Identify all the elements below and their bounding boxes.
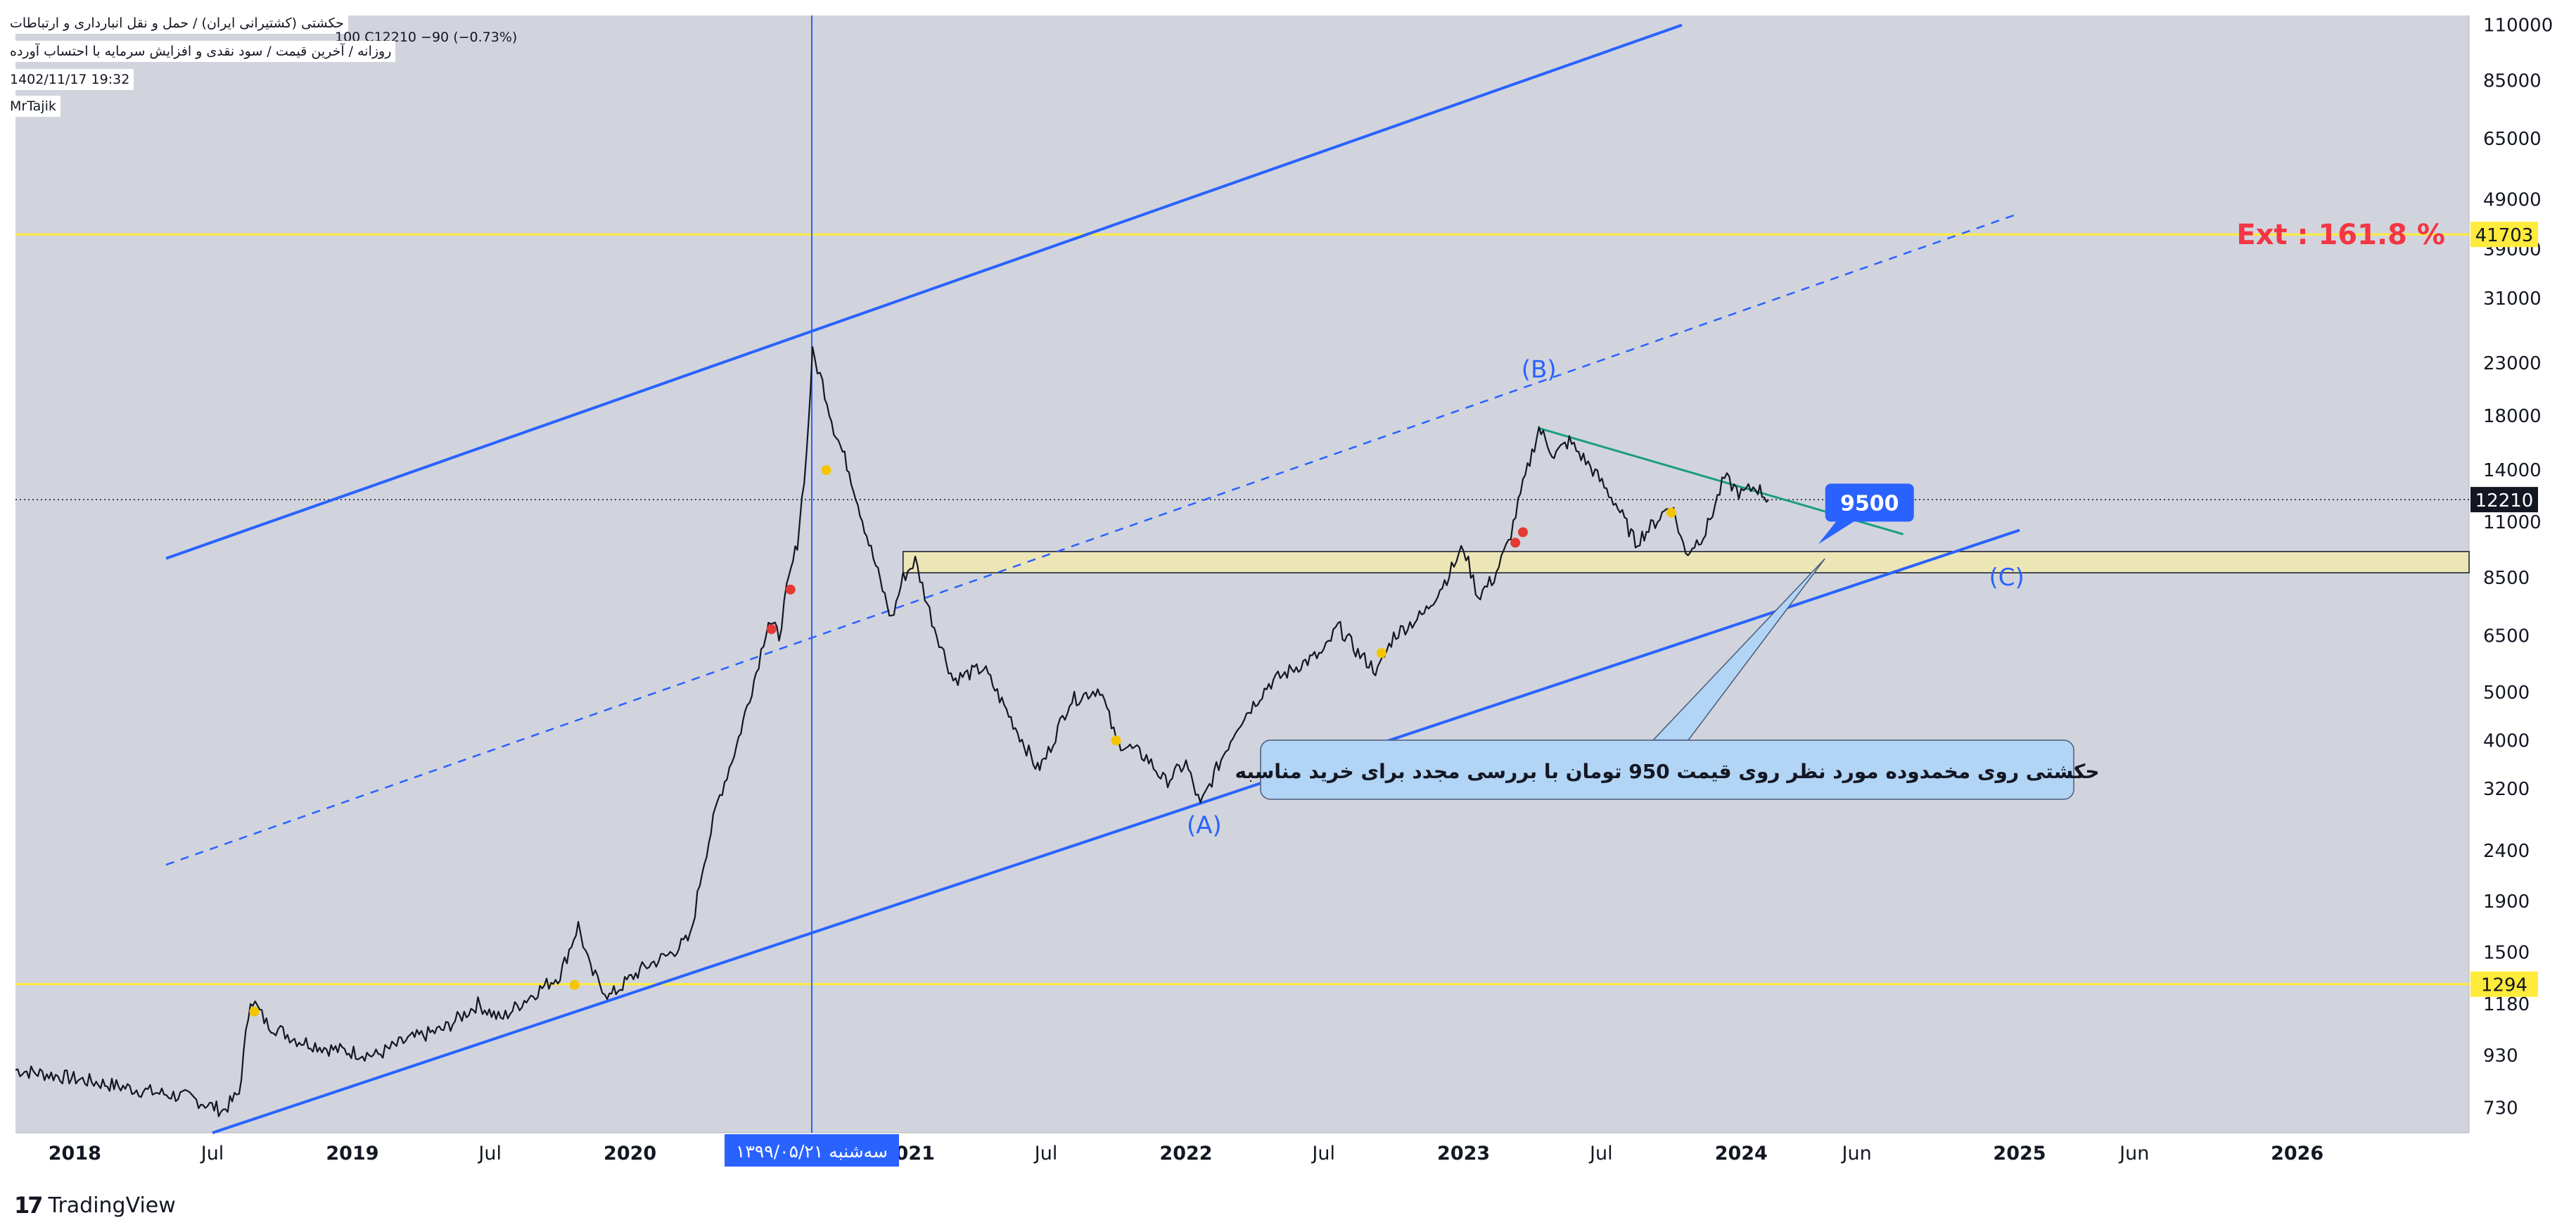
channel-upper-line[interactable] xyxy=(165,23,1683,560)
price-tag-pointer xyxy=(1818,517,1861,545)
x-tick-label: Jul xyxy=(477,1143,502,1164)
event-marker-yellow[interactable] xyxy=(1666,507,1676,518)
y-tick-label: 4000 xyxy=(2483,730,2530,751)
y-axis-level-badge-text: 1294 xyxy=(2481,975,2527,996)
x-tick-label: Jun xyxy=(1841,1143,1872,1164)
y-tick-label: 6500 xyxy=(2483,626,2530,647)
y-tick-label: 11000 xyxy=(2483,512,2542,533)
event-marker-red[interactable] xyxy=(766,624,777,635)
price-tag-text: 9500 xyxy=(1840,491,1899,516)
x-tick-label: Jul xyxy=(1311,1143,1335,1164)
support-zone[interactable] xyxy=(903,551,2470,573)
price-series-line[interactable] xyxy=(15,346,1770,1117)
right-axis-background xyxy=(2469,15,2576,1133)
y-tick-label: 2400 xyxy=(2483,841,2530,862)
y-tick-label: 14000 xyxy=(2483,460,2542,481)
y-tick-label: 5000 xyxy=(2483,682,2530,704)
y-tick-label: 8500 xyxy=(2483,568,2530,589)
x-tick-label: 2025 xyxy=(1993,1143,2046,1164)
event-marker-red[interactable] xyxy=(1517,527,1528,538)
event-marker-yellow[interactable] xyxy=(821,465,831,476)
channel-lower-line[interactable] xyxy=(212,528,2020,1134)
callout-box[interactable] xyxy=(1260,739,2074,800)
wave-label: (C) xyxy=(1989,564,2024,592)
price-tag-9500[interactable] xyxy=(1825,483,1914,522)
wave-label: (B) xyxy=(1522,355,1557,383)
event-marker-red[interactable] xyxy=(785,584,796,595)
y-axis-level-badge[interactable] xyxy=(2470,971,2538,997)
y-tick-label: 110000 xyxy=(2483,15,2553,37)
y-tick-label: 1900 xyxy=(2483,891,2530,913)
x-tick-label: Jul xyxy=(200,1143,224,1164)
x-tick-label: 2018 xyxy=(49,1143,101,1164)
x-tick-label: 2024 xyxy=(1715,1143,1768,1164)
x-tick-label: 2022 xyxy=(1159,1143,1212,1164)
chart-subtitle: روزانه / آخرین قیمت / سود نقدی و افزایش … xyxy=(6,41,396,62)
plot-background xyxy=(15,15,2469,1133)
y-tick-label: 930 xyxy=(2483,1046,2518,1067)
callout-text: حکشتی روی مخمدوده مورد نظر روی قیمت 950 … xyxy=(1235,760,2099,783)
ext-label: Ext : 161.8 % xyxy=(2236,219,2445,251)
wave-label: (A) xyxy=(1187,812,1222,840)
y-tick-label: 31000 xyxy=(2483,288,2542,310)
event-marker-yellow[interactable] xyxy=(1376,648,1386,659)
x-axis-date-badge-text: سه‌شنبه ۱۳۹۹/۰۵/۲۱ xyxy=(736,1141,888,1162)
event-marker-yellow[interactable] xyxy=(249,1006,260,1017)
y-tick-label: 1180 xyxy=(2483,994,2530,1015)
x-axis-date-badge[interactable] xyxy=(725,1134,900,1167)
event-marker-red[interactable] xyxy=(1510,538,1521,548)
top-gutter xyxy=(0,0,2576,15)
chart-date: 1402/11/17 19:32 xyxy=(6,69,134,90)
left-gutter xyxy=(0,0,15,1133)
y-tick-label: 85000 xyxy=(2483,71,2542,92)
symbol-title: حکشتی (کشتیرانی ایران) / حمل و نقل انبار… xyxy=(6,13,348,34)
y-tick-label: 49000 xyxy=(2483,190,2542,211)
y-tick-label: 18000 xyxy=(2483,406,2542,427)
y-tick-label: 1500 xyxy=(2483,942,2530,963)
y-tick-label: 23000 xyxy=(2483,353,2542,374)
tradingview-logo-icon: 17 xyxy=(14,1192,43,1219)
y-tick-label: 65000 xyxy=(2483,129,2542,150)
x-tick-label: Jul xyxy=(1033,1143,1058,1164)
x-tick-label: 2019 xyxy=(326,1143,378,1164)
x-tick-label: 2020 xyxy=(604,1143,656,1164)
tradingview-brand[interactable]: 17 TradingView xyxy=(14,1192,176,1219)
y-tick-label: 730 xyxy=(2483,1098,2518,1119)
y-axis-level-badge-text: 41703 xyxy=(2475,225,2534,246)
chart-author: MrTajik xyxy=(6,96,60,117)
event-marker-yellow[interactable] xyxy=(569,979,580,990)
y-tick-label: 3200 xyxy=(2483,779,2530,800)
x-tick-label: 2023 xyxy=(1437,1143,1490,1164)
x-tick-label: Jul xyxy=(1588,1143,1613,1164)
x-tick-label: 2026 xyxy=(2271,1143,2323,1164)
event-marker-yellow[interactable] xyxy=(1111,735,1121,746)
y-axis-level-badge[interactable] xyxy=(2470,222,2538,248)
bottom-axis-background xyxy=(0,1133,2576,1176)
x-tick-label: Jun xyxy=(2118,1143,2149,1164)
channel-mid-line[interactable] xyxy=(165,212,2020,866)
y-axis-current-price-badge[interactable] xyxy=(2470,487,2538,513)
tradingview-brand-label: TradingView xyxy=(48,1193,176,1218)
y-axis-current-price-text: 12210 xyxy=(2475,490,2534,512)
